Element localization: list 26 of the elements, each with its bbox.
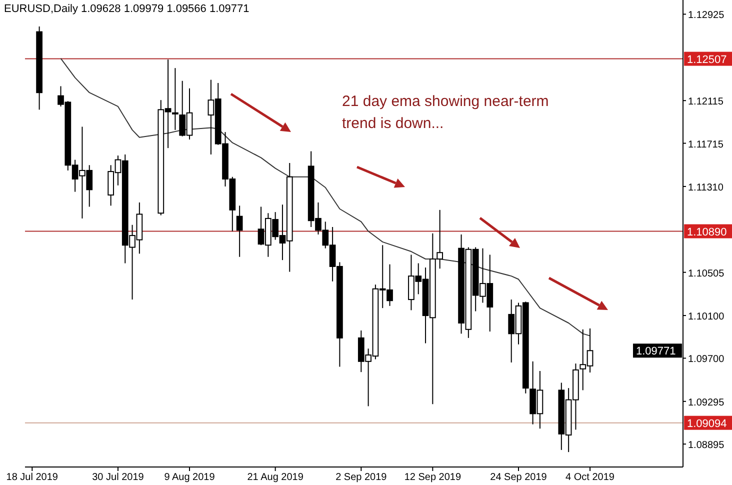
x-tick-label: 4 Oct 2019	[566, 472, 615, 483]
y-tick-label: 1.12115	[688, 96, 724, 108]
x-tick-label: 21 Aug 2019	[247, 472, 304, 483]
candlestick	[172, 68, 178, 130]
x-tick-label: 2 Sep 2019	[336, 472, 388, 483]
y-tick-label: 1.08895	[688, 440, 725, 452]
ref-line-label: 1.12507	[687, 54, 727, 66]
ref-line-label: 1.10890	[687, 226, 727, 238]
y-tick-label: 1.12925	[688, 10, 725, 22]
x-tick-label: 9 Aug 2019	[164, 472, 216, 483]
x-tick-label: 24 Sep 2019	[490, 472, 548, 483]
y-tick-label: 1.09700	[688, 354, 725, 366]
y-tick-label: 1.10505	[688, 268, 725, 280]
x-tick-label: 18 Jul 2019	[6, 472, 58, 483]
x-tick-label: 30 Jul 2019	[92, 472, 144, 483]
annotation: 21 day ema showing near-term trend is down...	[342, 93, 549, 132]
line-series	[60, 58, 591, 336]
y-tick-label: 1.09295	[688, 397, 725, 408]
chart-title: EURUSD,Daily 1.09628 1.09979 1.09566 1.09771	[4, 3, 250, 15]
y-tick-label: 1.11715	[688, 139, 724, 150]
annotation: 1.09771	[636, 346, 676, 358]
x-tick-label: 12 Sep 2019	[404, 472, 462, 483]
y-tick-label: 1.11310	[688, 182, 724, 194]
candlestick	[236, 205, 243, 258]
y-tick-label: 1.10100	[688, 312, 725, 323]
ref-line-label: 1.09094	[687, 418, 727, 430]
